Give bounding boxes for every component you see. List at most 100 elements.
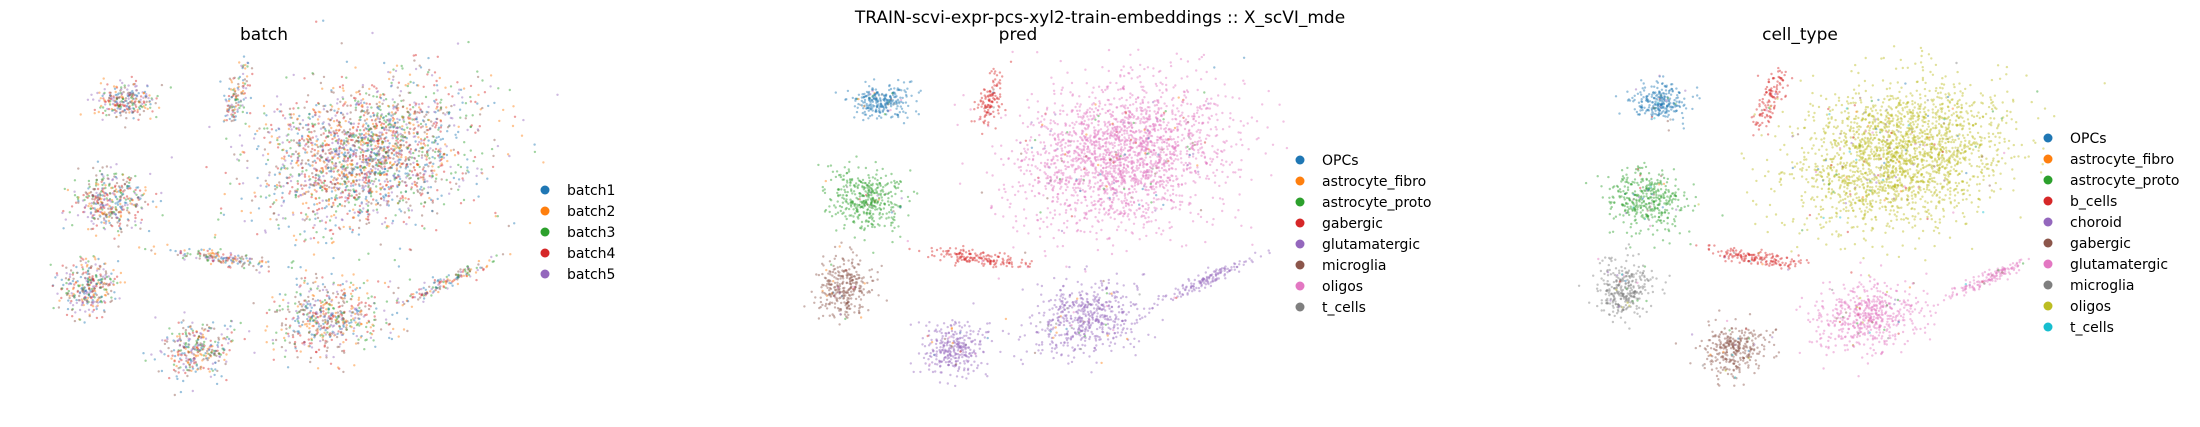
scatter-point [396,195,399,198]
scatter-point [86,283,89,286]
scatter-point [346,197,349,200]
scatter-point [390,151,393,155]
scatter-point [327,166,330,169]
scatter-point [357,90,360,94]
scatter-point [389,85,393,88]
scatter-point [232,260,235,264]
scatter-point [295,277,298,280]
scatter-point [202,343,205,346]
scatter-point [433,71,437,74]
scatter-point [360,99,363,102]
scatter-point [299,233,302,236]
scatter-point [318,115,321,118]
scatter-point [91,197,94,201]
scatter-point [134,103,137,107]
scatter-point [477,93,480,97]
scatter-point [1091,225,1094,228]
scatter-point [358,258,361,261]
scatter-point [191,321,194,324]
scatter-point [175,364,178,368]
scatter-point [77,167,80,170]
scatter-point [352,273,355,276]
scatter-point [213,236,217,239]
scatter-point [370,202,373,205]
scatter-point [280,345,284,349]
scatter-point [395,167,398,170]
scatter-point [301,320,305,323]
scatter-point [477,195,480,198]
scatter-point [390,184,393,188]
scatter-point [346,130,349,134]
scatter-point [120,230,123,234]
scatter-point [312,281,315,284]
scatter-point [383,93,386,96]
scatter-point [420,154,424,157]
scatter-point [309,178,312,181]
scatter-point [348,286,352,289]
scatter-point [342,139,346,142]
scatter-point [335,335,339,339]
scatter-point [204,337,208,340]
scatter-point [339,111,343,115]
scatter-point [368,139,372,143]
scatter-point [338,324,341,328]
scatter-point [151,110,154,113]
scatter-point [408,248,411,251]
scatter-point [387,145,390,148]
scatter-point [72,287,75,291]
scatter-point [1030,173,1033,176]
scatter-point [314,217,317,220]
scatter-point [339,343,342,346]
scatter-point [296,132,299,135]
scatter-point [230,113,233,116]
scatter-point [301,218,304,221]
scatter-point [490,147,494,151]
scatter-point [408,216,411,219]
scatter-point [357,309,360,313]
scatter-point [295,291,298,294]
scatter-point [102,175,105,178]
scatter-point [95,282,98,285]
scatter-point [297,142,300,145]
scatter-point [379,188,382,191]
scatter-point [375,95,379,99]
scatter-point [1132,150,1135,153]
scatter-point [229,325,232,328]
scatter-point [286,308,290,311]
scatter-point [339,182,342,186]
scatter-point [332,307,336,310]
scatter-point [404,158,408,161]
scatter-point [439,147,442,150]
scatter-point [65,272,68,275]
scatter-point [376,153,379,156]
scatter-point [197,337,200,340]
scatter-point [433,157,436,160]
scatter-point [135,203,138,206]
scatter-point [179,349,183,352]
scatter-point [350,164,353,167]
scatter-point [214,233,217,237]
scatter-point [1144,188,1147,191]
scatter-point [329,147,332,151]
scatter-point [346,159,349,162]
scatter-point [322,132,325,135]
scatter-point [369,172,372,175]
scatter-point [357,136,360,139]
scatter-point [446,126,450,129]
scatter-point [386,118,389,122]
scatter-point [354,108,357,112]
scatter-point [99,97,103,100]
scatter-point [342,146,345,149]
scatter-point [241,110,244,114]
scatter-point [296,330,299,333]
scatter-point [230,331,233,334]
scatter-point [390,166,394,170]
scatter-point [304,238,307,241]
scatter-point [245,111,249,115]
scatter-point [236,108,239,111]
scatter-point [144,186,147,189]
scatter-point [417,163,420,166]
scatter-point [338,152,341,155]
scatter-point [66,307,70,311]
